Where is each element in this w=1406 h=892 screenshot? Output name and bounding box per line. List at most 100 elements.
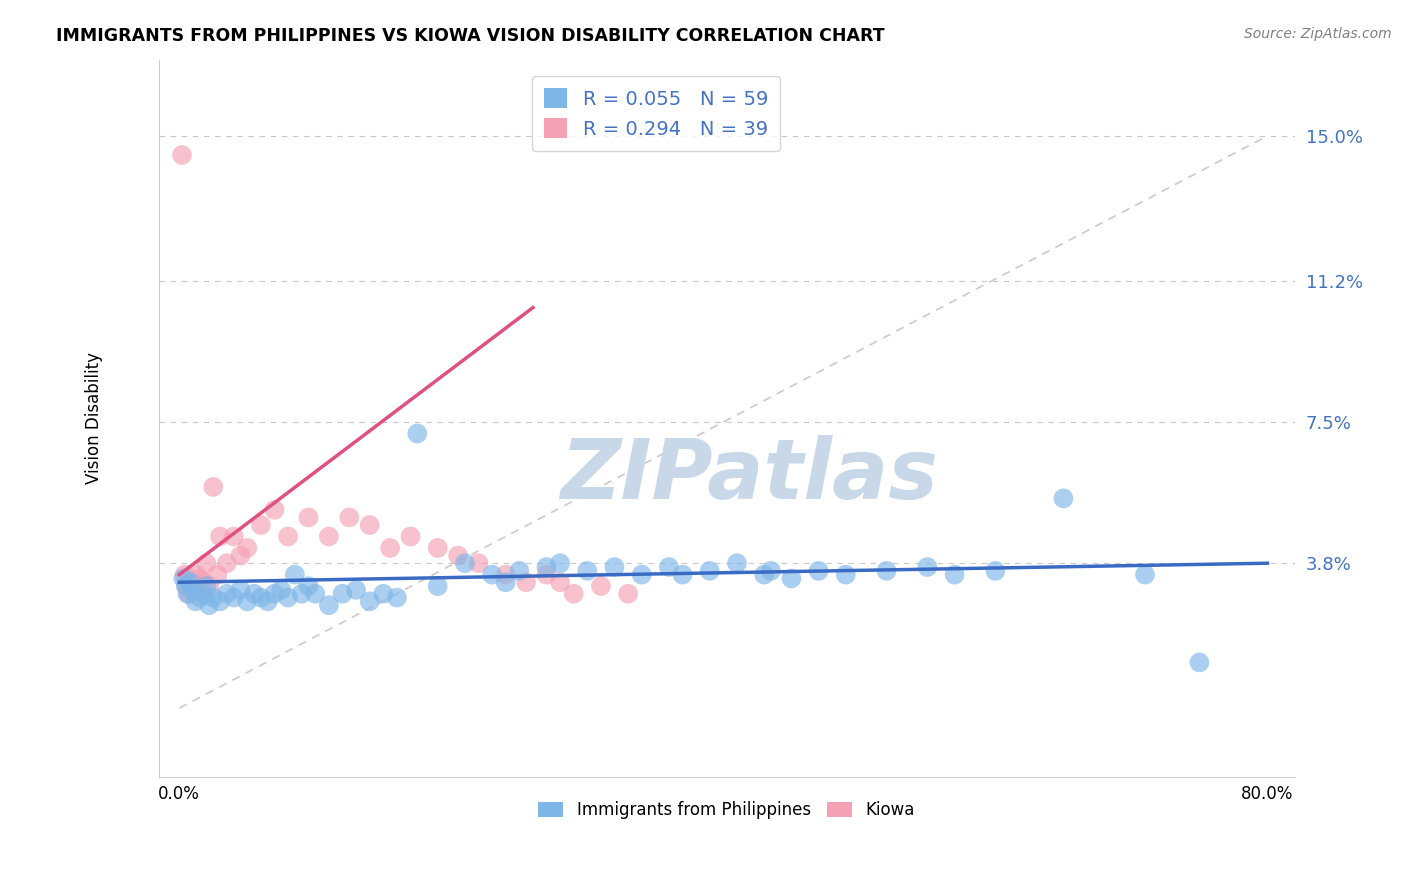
Point (297, 510, 319, 524)
Point (318, 598, 340, 612)
Point (699, 564, 721, 578)
Point (177, 587, 200, 601)
Point (548, 556, 571, 570)
Point (215, 587, 238, 601)
Point (359, 594, 381, 608)
Point (630, 567, 652, 582)
Point (1052, 491, 1074, 506)
Point (174, 579, 197, 593)
Point (202, 480, 225, 494)
Point (780, 572, 803, 586)
Point (536, 567, 558, 582)
Point (378, 541, 401, 555)
Point (222, 529, 245, 543)
Point (270, 582, 292, 597)
Point (1188, 656, 1211, 670)
Point (191, 587, 214, 601)
Point (193, 575, 215, 590)
Point (617, 587, 640, 601)
Point (385, 591, 408, 605)
Point (548, 575, 571, 590)
Point (236, 594, 259, 608)
Point (454, 556, 477, 570)
Point (576, 564, 599, 578)
Point (318, 529, 340, 543)
Text: Source: ZipAtlas.com: Source: ZipAtlas.com (1244, 27, 1392, 41)
Point (250, 518, 273, 533)
Point (193, 587, 215, 601)
Point (917, 560, 939, 574)
Point (173, 567, 195, 582)
Point (481, 567, 503, 582)
Point (876, 564, 898, 578)
Point (229, 549, 252, 563)
Point (515, 575, 537, 590)
Point (291, 587, 314, 601)
Point (263, 587, 285, 601)
Point (562, 587, 585, 601)
Point (835, 567, 858, 582)
Point (243, 587, 266, 601)
Point (229, 582, 252, 597)
Point (1133, 567, 1156, 582)
Point (332, 587, 354, 601)
Point (181, 582, 204, 597)
Point (399, 529, 422, 543)
Point (170, 148, 193, 162)
Y-axis label: Vision Disability: Vision Disability (86, 352, 103, 484)
Point (671, 567, 693, 582)
Point (250, 591, 273, 605)
Point (406, 426, 429, 441)
Point (181, 582, 204, 597)
Text: IMMIGRANTS FROM PHILIPPINES VS KIOWA VISION DISABILITY CORRELATION CHART: IMMIGRANTS FROM PHILIPPINES VS KIOWA VIS… (56, 27, 884, 45)
Point (187, 579, 209, 593)
Point (263, 503, 285, 517)
Point (359, 518, 381, 533)
Point (344, 582, 367, 597)
Point (202, 591, 225, 605)
Point (179, 575, 201, 590)
Point (179, 575, 201, 590)
Point (603, 560, 626, 574)
Point (447, 549, 470, 563)
Point (752, 567, 775, 582)
Point (725, 556, 748, 570)
Point (984, 564, 1007, 578)
Point (174, 579, 197, 593)
Point (215, 556, 238, 570)
Legend: Immigrants from Philippines, Kiowa: Immigrants from Philippines, Kiowa (531, 795, 922, 826)
Point (236, 541, 259, 555)
Point (188, 572, 211, 586)
Point (188, 591, 211, 605)
Point (184, 594, 207, 608)
Point (943, 567, 966, 582)
Point (209, 529, 232, 543)
Point (195, 556, 218, 570)
Point (759, 564, 782, 578)
Point (277, 591, 299, 605)
Point (304, 587, 326, 601)
Point (589, 579, 612, 593)
Point (536, 560, 558, 574)
Point (198, 598, 221, 612)
Point (284, 567, 307, 582)
Point (807, 564, 830, 578)
Point (337, 510, 360, 524)
Point (467, 556, 489, 570)
Point (222, 591, 245, 605)
Point (495, 575, 517, 590)
Point (256, 594, 278, 608)
Point (426, 579, 449, 593)
Point (207, 567, 229, 582)
Point (184, 567, 207, 582)
Point (198, 579, 221, 593)
Point (373, 587, 395, 601)
Point (172, 572, 194, 586)
Point (508, 564, 530, 578)
Point (495, 567, 517, 582)
Point (195, 579, 218, 593)
Point (209, 594, 232, 608)
Point (297, 579, 319, 593)
Point (176, 587, 198, 601)
Point (277, 529, 299, 543)
